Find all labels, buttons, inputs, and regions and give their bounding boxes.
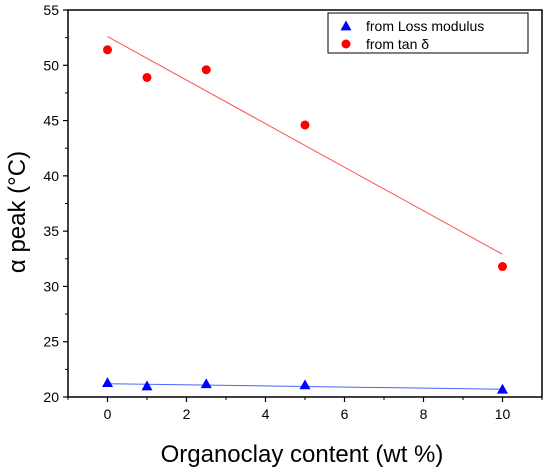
data-points (102, 45, 508, 394)
plot-frame (67, 9, 543, 398)
y-tick-label: 55 (43, 2, 59, 18)
data-point-circle (103, 45, 112, 55)
legend: from Loss modulus from tan δ (327, 12, 529, 54)
plot-area-border (67, 9, 543, 398)
legend-label: from Loss modulus (366, 18, 484, 34)
y-tick-label: 45 (43, 113, 59, 129)
y-tick-label: 40 (43, 168, 59, 184)
y-tick-label: 25 (43, 334, 59, 350)
x-tick-label: 10 (495, 406, 511, 422)
x-axis-title: Organoclay content (wt %) (161, 441, 444, 468)
data-point-circle (300, 120, 310, 130)
x-tick-label: 8 (420, 406, 428, 422)
x-tick-label: 0 (104, 406, 112, 422)
data-point-triangle (497, 383, 508, 394)
data-point-circle (201, 65, 211, 75)
legend-label: from tan δ (366, 36, 429, 52)
fit-lines (107, 36, 503, 390)
y-axis-title: α peak (°C) (4, 151, 31, 273)
data-point-triangle (200, 378, 212, 389)
data-point-triangle (299, 379, 311, 390)
y-tick-label: 35 (43, 223, 59, 239)
legend-marker-circle (341, 39, 351, 49)
x-tick-label: 4 (262, 406, 270, 422)
data-point-triangle (141, 380, 153, 391)
legend-marker-triangle (340, 20, 352, 31)
y-tick-label: 20 (43, 389, 59, 405)
x-tick-label: 6 (341, 406, 349, 422)
y-tick-label: 50 (43, 57, 59, 73)
fit-line (107, 36, 503, 255)
data-point-triangle (102, 377, 113, 388)
x-tick-label: 2 (183, 406, 191, 422)
axis-ticks: 20 25 30 35 40 45 50 55 0 2 4 6 8 10 (43, 2, 543, 422)
data-point-circle (498, 262, 507, 272)
y-tick-label: 30 (43, 278, 59, 294)
data-point-circle (142, 72, 152, 82)
legend-box (327, 12, 529, 54)
